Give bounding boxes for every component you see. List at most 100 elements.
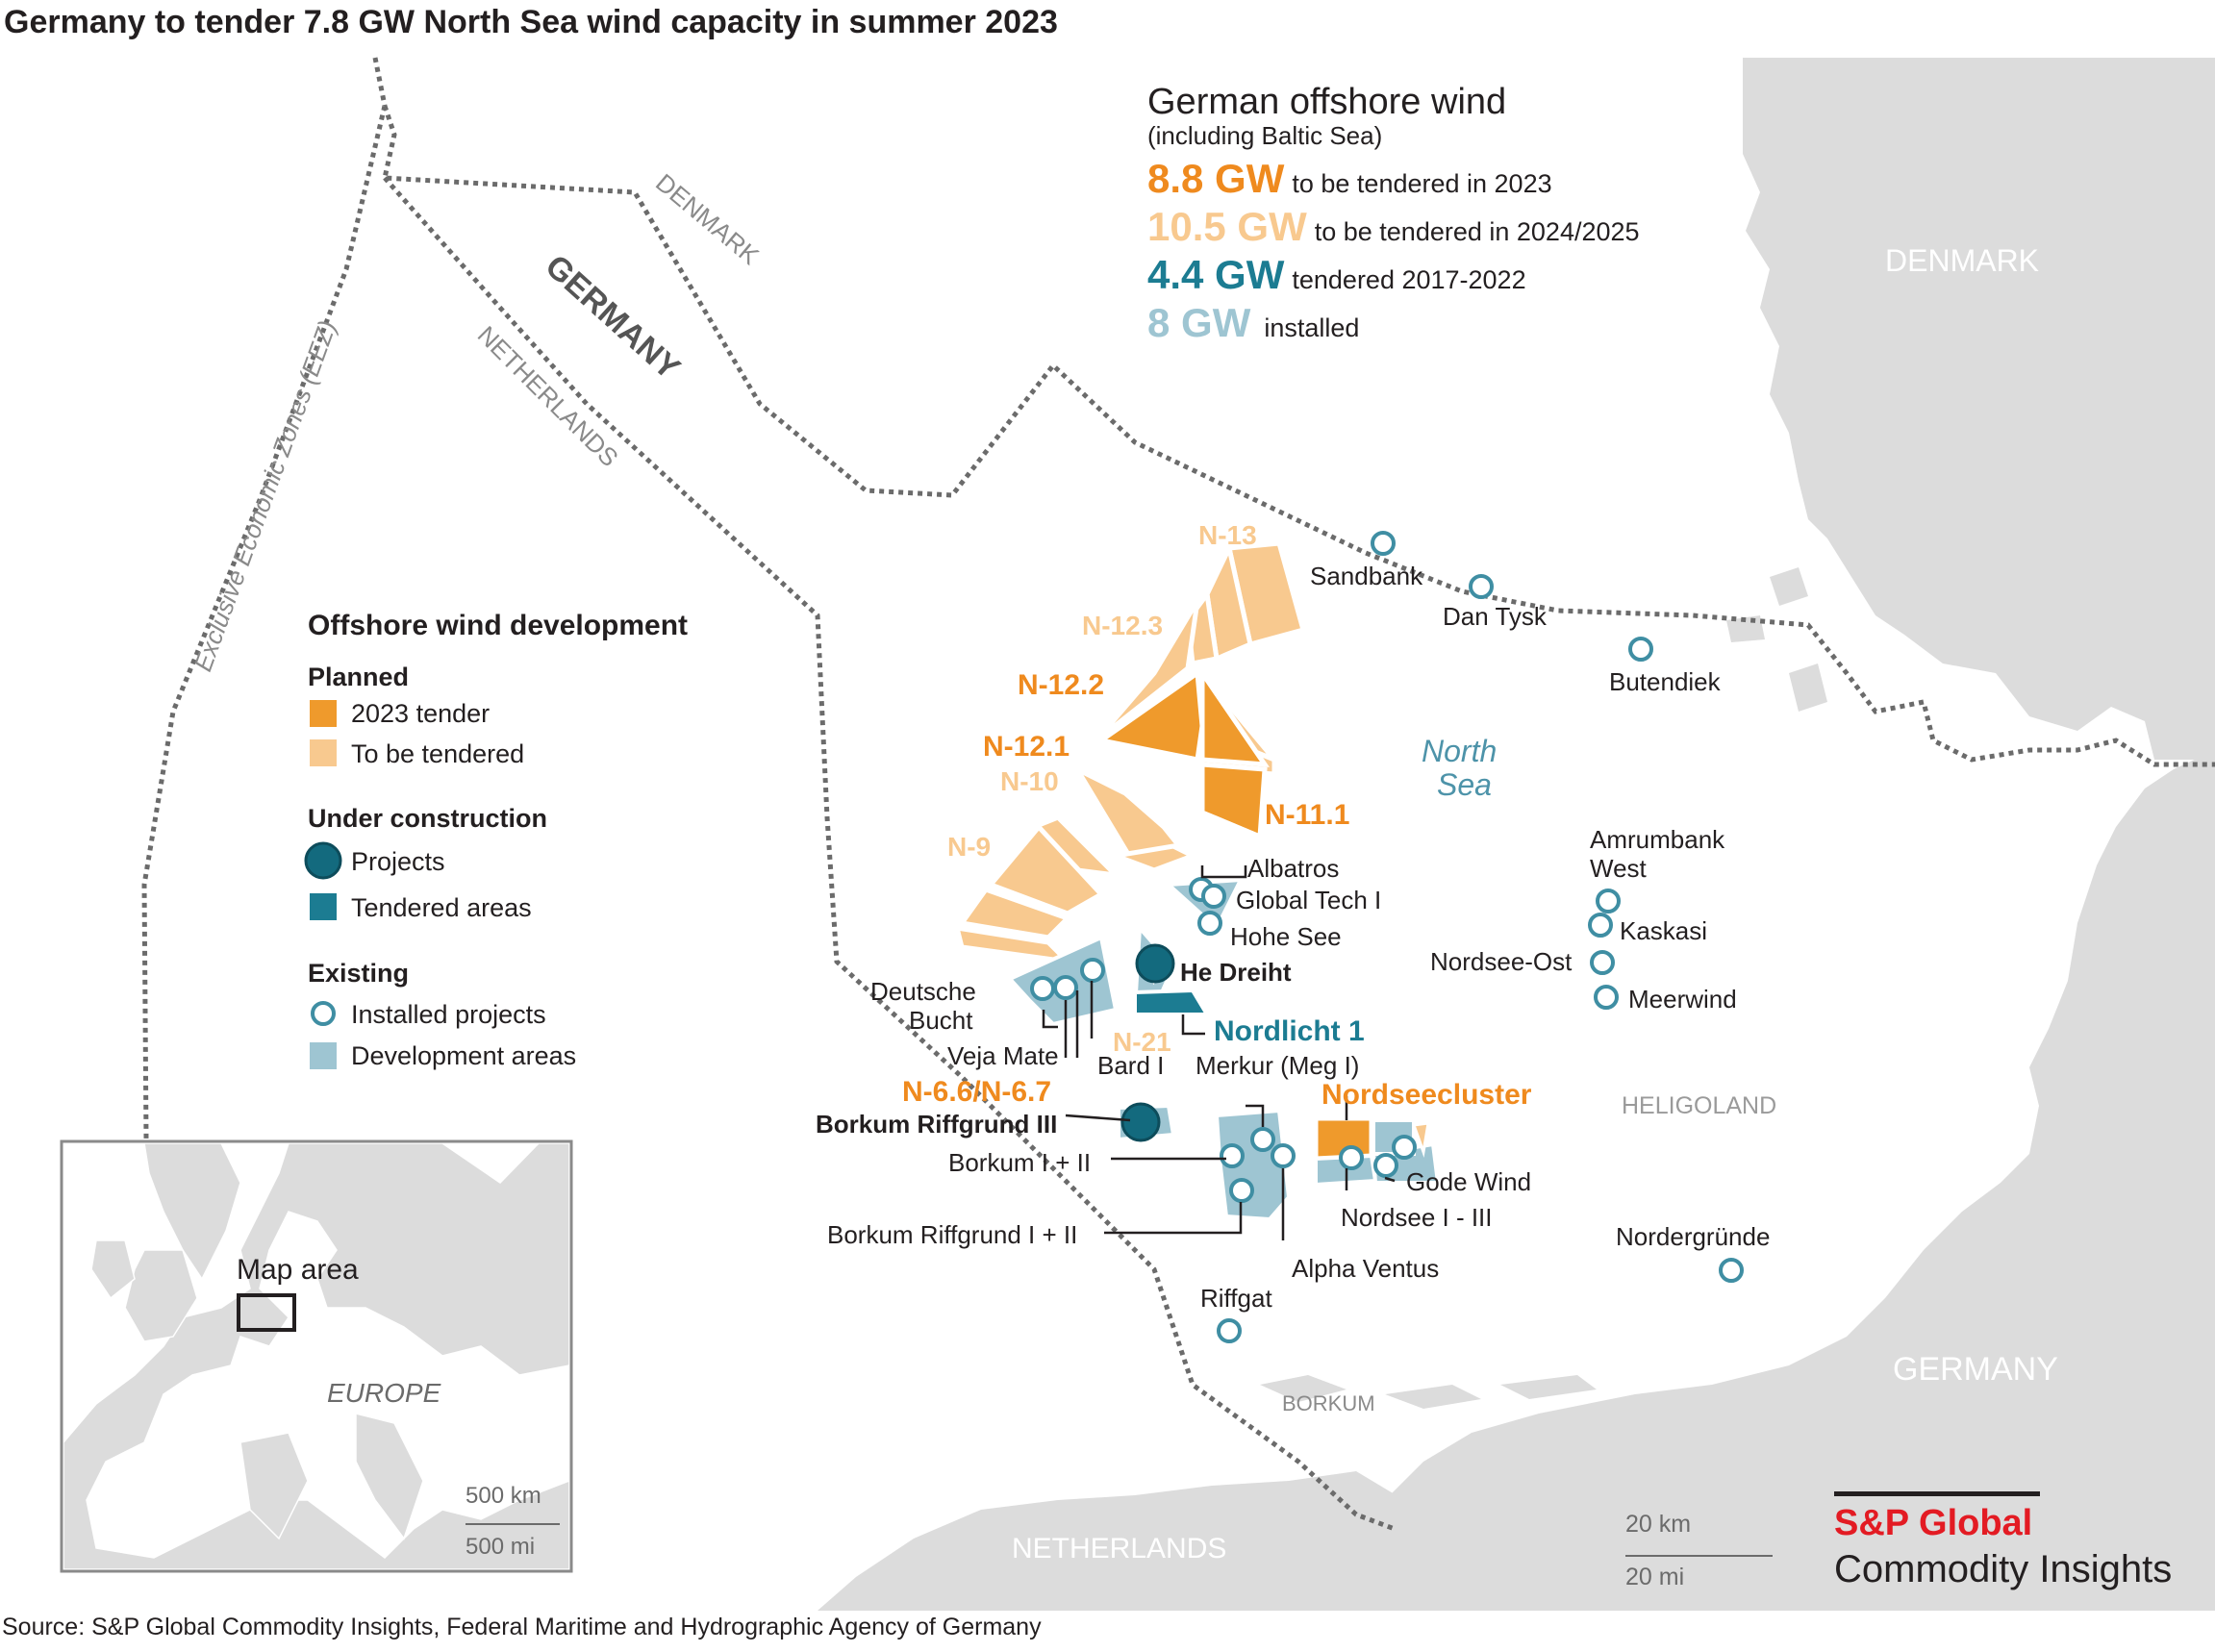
- project-label-amrumbank-2: West: [1590, 854, 1648, 883]
- inset-map-area-label: Map area: [237, 1254, 359, 1286]
- project-labels: Sandbank Dan Tysk Butendiek Amrumbank We…: [816, 562, 1770, 1313]
- label-borkum: BORKUM: [1282, 1391, 1375, 1415]
- marker-borkum-1-2: [1220, 1143, 1245, 1168]
- project-label-gode-wind: Gode Wind: [1406, 1167, 1531, 1196]
- marker-dantysk: [1469, 574, 1494, 599]
- label-heligoland: HELIGOLAND: [1622, 1092, 1776, 1119]
- project-label-meerwind: Meerwind: [1628, 985, 1737, 1014]
- legend-tendered-areas: Tendered areas: [351, 893, 532, 922]
- project-label-borkum-riffgrund-3: Borkum Riffgrund III: [816, 1110, 1057, 1139]
- project-label-hohe-see: Hohe See: [1230, 922, 1342, 951]
- eez-boundaries: [141, 57, 2215, 1532]
- label-north-sea-1: North: [1422, 734, 1497, 768]
- project-label-global-tech: Global Tech I: [1236, 886, 1381, 914]
- project-label-alpha-ventus: Alpha Ventus: [1292, 1254, 1439, 1283]
- legend-existing: Existing: [308, 959, 409, 988]
- eez-netherlands-label: NETHERLANDS: [472, 320, 624, 472]
- zone-label-n9: N-9: [947, 832, 991, 862]
- zone-label-n10: N-10: [1000, 766, 1059, 796]
- zone-label-n12-2: N-12.2: [1018, 669, 1104, 701]
- project-label-borkum-1-2: Borkum I + II: [948, 1148, 1091, 1177]
- summary-block: German offshore wind (including Baltic S…: [1147, 82, 1640, 345]
- project-label-kaskasi: Kaskasi: [1620, 916, 1707, 945]
- label-north-sea-2: Sea: [1437, 767, 1492, 802]
- marker-deutsche-bucht: [1030, 976, 1055, 1001]
- eez-netherlands-boundary: [383, 176, 1396, 1532]
- zone-label-nordseecluster: Nordseecluster: [1321, 1079, 1532, 1111]
- project-label-riffgat: Riffgat: [1200, 1284, 1272, 1313]
- eez-germany-label: GERMANY: [539, 248, 688, 388]
- inset-map: Map area EUROPE 500 km 500 mi: [60, 1139, 573, 1573]
- label-netherlands: NETHERLANDS: [1012, 1533, 1226, 1564]
- zones-tender-2023: [1045, 664, 1374, 1162]
- legend-under-construction: Under construction: [308, 804, 547, 833]
- project-label-deutsche-2: Bucht: [909, 1006, 973, 1035]
- scale-bar: 20 km 20 mi: [1625, 1511, 1773, 1590]
- inset-map-area-box: [237, 1293, 296, 1332]
- summary-value-4: 8 GW: [1147, 300, 1251, 345]
- project-label-amrumbank-1: Amrumbank: [1590, 825, 1725, 854]
- zone-label-n11-1: N-11.1: [1265, 799, 1349, 831]
- project-label-butendiek: Butendiek: [1609, 667, 1722, 696]
- marker-merkur: [1250, 1127, 1275, 1152]
- summary-row-3: 4.4 GW tendered 2017-2022: [1147, 252, 1526, 297]
- summary-row-4: 8 GW installed: [1147, 300, 1359, 345]
- summary-value-1: 8.8 GW: [1147, 156, 1285, 201]
- summary-value-3: 4.4 GW: [1147, 252, 1285, 297]
- marker-sandbank: [1371, 531, 1396, 556]
- brand-line-2: Commodity Insights: [1834, 1548, 2172, 1590]
- zone-label-n12-3: N-12.3: [1082, 611, 1163, 640]
- summary-text-2: to be tendered in 2024/2025: [1315, 217, 1640, 246]
- project-label-sandbank: Sandbank: [1310, 562, 1423, 590]
- islands: [1260, 567, 1827, 1409]
- project-label-nordsee-ost: Nordsee-Ost: [1430, 947, 1573, 976]
- project-label-merkur: Merkur (Meg I): [1196, 1051, 1359, 1080]
- marker-borkum-riffgrund-3: [1120, 1102, 1161, 1142]
- source-note: Source: S&P Global Commodity Insights, F…: [2, 1614, 1042, 1640]
- zone-label-nordlicht: Nordlicht 1: [1214, 1015, 1365, 1047]
- installed-projects: [1030, 531, 1744, 1343]
- land-denmark-germany: [1356, 58, 2215, 1611]
- eez-denmark-boundary: [381, 105, 2215, 767]
- legend-installed-projects: Installed projects: [351, 1000, 546, 1029]
- zone-label-n12-1: N-12.1: [983, 731, 1070, 763]
- legend-planned: Planned: [308, 663, 409, 691]
- legend-tender-2023: 2023 tender: [351, 699, 490, 728]
- marker-gode-wind-a: [1373, 1153, 1398, 1178]
- brand-logo: S&P Global Commodity Insights: [1834, 1491, 2172, 1590]
- legend-swatch-tender-2023: [310, 700, 337, 727]
- marker-hohe-see: [1197, 911, 1222, 936]
- summary-heading: German offshore wind: [1147, 82, 1506, 122]
- project-label-nordsee-1-3: Nordsee I - III: [1341, 1203, 1493, 1232]
- leader-lines: [1042, 865, 1396, 1240]
- legend-projects: Projects: [351, 847, 445, 876]
- summary-text-1: to be tendered in 2023: [1292, 169, 1551, 198]
- marker-veja-mate: [1053, 975, 1078, 1000]
- project-label-veja-mate: Veja Mate: [947, 1041, 1059, 1070]
- marker-bard: [1080, 958, 1105, 983]
- inset-scale-km: 500 km: [466, 1483, 541, 1509]
- scale-km: 20 km: [1625, 1511, 1691, 1538]
- chart-title: Germany to tender 7.8 GW North Sea wind …: [4, 4, 1058, 40]
- legend-swatch-to-be-tendered: [310, 739, 337, 766]
- summary-subheading: (including Baltic Sea): [1147, 121, 1382, 150]
- legend-swatch-projects: [304, 841, 342, 880]
- label-germany: GERMANY: [1893, 1351, 2058, 1388]
- marker-nordsee-ost: [1590, 950, 1615, 975]
- zone-label-n13: N-13: [1198, 520, 1257, 550]
- project-label-dantysk: Dan Tysk: [1443, 602, 1548, 631]
- marker-meerwind: [1594, 985, 1619, 1010]
- eez-denmark-label: DENMARK: [650, 168, 765, 271]
- eez-uk-boundary: [141, 57, 388, 1140]
- marker-gode-wind-b: [1392, 1135, 1417, 1160]
- summary-row-1: 8.8 GW to be tendered in 2023: [1147, 156, 1552, 201]
- marker-borkum-riffgrund: [1229, 1178, 1254, 1203]
- marker-riffgat: [1217, 1318, 1242, 1343]
- zone-nordlicht-1: [1133, 988, 1211, 1016]
- inset-europe-label: EUROPE: [327, 1378, 441, 1408]
- legend: Offshore wind development Planned 2023 t…: [304, 610, 688, 1070]
- legend-swatch-tendered-areas: [310, 893, 337, 920]
- project-label-albatros: Albatros: [1247, 854, 1339, 883]
- label-denmark: DENMARK: [1885, 243, 2039, 278]
